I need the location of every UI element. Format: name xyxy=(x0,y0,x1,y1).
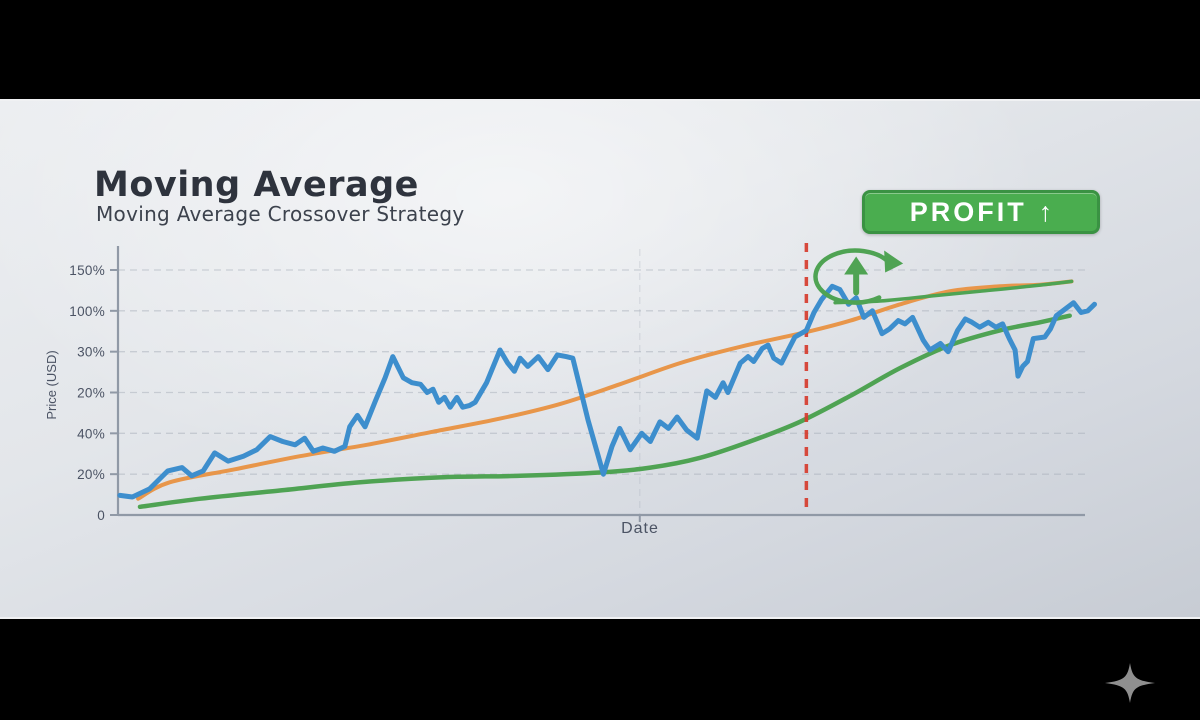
page-title: Moving Average xyxy=(94,165,419,205)
four-point-star-icon xyxy=(1105,663,1155,703)
cycle-arrow-icon xyxy=(813,248,892,305)
page-subtitle: Moving Average Crossover Strategy xyxy=(96,202,465,226)
up-arrow-head-icon xyxy=(844,256,869,275)
y-tick-label: 20% xyxy=(77,467,105,482)
y-tick-label: 100% xyxy=(69,304,105,319)
profit-badge-label: PROFIT xyxy=(909,196,1027,227)
y-tick-label: 0 xyxy=(97,508,105,523)
line-chart: 150% 100% 30% 20% 40% 20% 0 xyxy=(69,243,1097,523)
star-logo xyxy=(1105,663,1155,703)
series-price-line xyxy=(117,283,1097,500)
letterbox-bottom xyxy=(0,619,1200,720)
series-moving-average-fast-line xyxy=(136,279,1074,501)
letterbox-top xyxy=(0,0,1200,99)
y-axis-label: Price (USD) xyxy=(44,350,59,420)
up-arrow-icon: ↑ xyxy=(1038,196,1053,227)
y-tick-label: 40% xyxy=(77,426,105,441)
y-tick-label: 150% xyxy=(69,263,105,278)
y-tick-label: 30% xyxy=(77,345,105,360)
series-moving-average-slow-line xyxy=(137,313,1072,510)
x-axis-label: Date xyxy=(621,520,659,537)
profit-badge: PROFIT ↑ xyxy=(862,190,1100,234)
slide: Moving Average Moving Average Crossover … xyxy=(0,99,1200,619)
cycle-arrowhead-icon xyxy=(884,250,904,273)
y-tick-label: 20% xyxy=(77,386,105,401)
